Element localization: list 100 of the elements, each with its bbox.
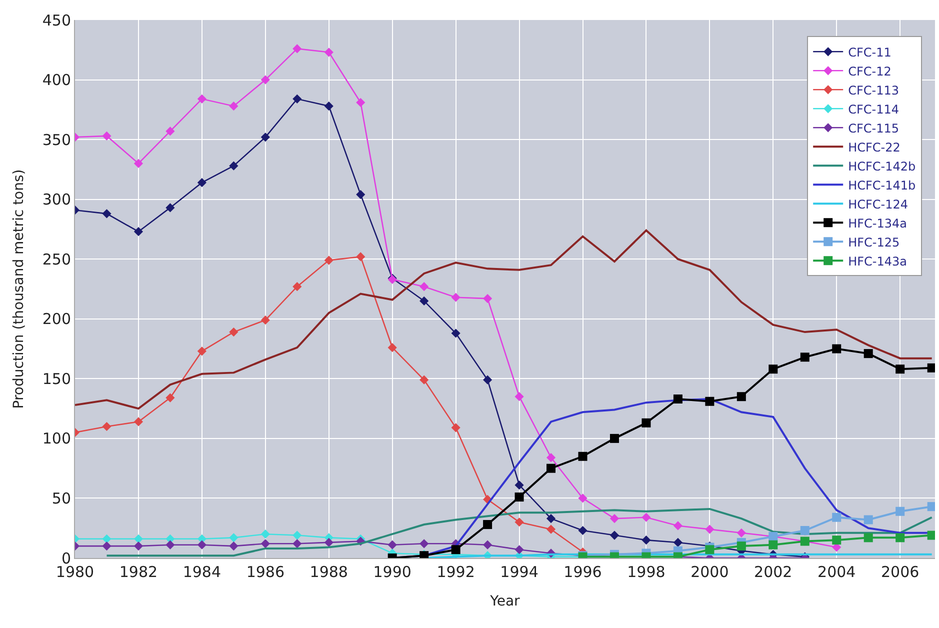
point [197,94,206,104]
legend-label: HCFC-124 [848,197,908,212]
legend-label: CFC-12 [848,64,892,78]
point [166,393,175,402]
y-tick-label: 350 [42,130,71,149]
point [197,178,206,188]
point [229,161,238,170]
point [102,534,112,544]
point [673,521,682,530]
point [483,294,492,304]
x-tick-label: 1996 [564,563,602,581]
point [134,417,144,426]
x-tick-label: 1984 [182,563,222,581]
y-tick-label: 400 [42,71,71,90]
point [166,126,175,136]
legend-label: CFC-11 [848,45,892,60]
x-tick-label: 2004 [818,563,856,581]
x-tick-label: 1994 [500,563,538,581]
point [260,530,270,539]
x-tick-label: 1988 [310,563,348,581]
point [736,528,746,538]
point [610,530,620,540]
point [324,102,334,111]
x-tick-label: 1992 [436,563,475,581]
x-tick-label: 1986 [246,563,285,581]
legend-label: HCFC-142b [848,159,916,174]
point [642,536,651,545]
point [451,328,460,338]
point [546,464,556,473]
line-series [75,229,933,410]
point [292,282,302,292]
point [546,453,556,462]
point [102,422,112,432]
point [134,158,144,168]
point [102,541,112,551]
point [260,75,270,84]
point [451,423,460,432]
point [166,540,175,550]
point [292,44,302,54]
point [705,396,714,406]
line-series [106,508,933,557]
point [578,494,588,503]
point [896,364,905,374]
y-tick-label: 450 [42,11,71,30]
point [420,282,429,292]
point [514,480,524,490]
point [546,514,556,524]
point [927,502,935,512]
point [197,540,206,550]
point [356,190,366,200]
point [134,541,144,551]
point [483,375,492,384]
point [832,536,842,545]
point [610,514,620,524]
legend-label: CFC-115 [848,121,900,136]
point [229,102,238,111]
point [260,316,270,325]
point [356,252,366,262]
point [610,434,619,443]
point [578,452,588,461]
point [705,545,714,554]
point [483,520,492,530]
point [420,296,429,306]
x-tick-label: 1982 [119,563,158,581]
x-axis-title: Year [489,593,520,610]
point [388,540,397,550]
legend-label: HCFC-22 [848,140,900,154]
point [514,518,524,527]
point [800,526,810,535]
point [514,545,524,554]
point [705,524,714,534]
point [388,343,397,352]
y-tick-label: 50 [52,489,71,508]
point [134,227,144,236]
point [736,542,746,551]
point [832,344,842,354]
point [483,540,492,550]
point [229,327,238,337]
point [927,363,935,372]
point [864,533,873,542]
point [420,539,429,548]
point [578,526,588,536]
point [768,364,778,374]
point [642,418,651,428]
point [896,533,905,542]
point [864,515,873,524]
legend-label: CFC-114 [848,102,900,116]
legend-label: HFC-143a [848,254,908,268]
point [134,534,144,544]
point [292,539,302,548]
point [514,392,524,402]
point [832,512,842,522]
x-tick-label: 2002 [754,563,792,581]
point [356,98,366,108]
y-tick-label: 250 [42,250,71,268]
point [673,394,682,404]
y-tick-label: 150 [42,370,71,388]
point [768,540,778,550]
legend-label: HFC-125 [848,235,900,250]
x-tick-label: 2000 [690,563,729,581]
